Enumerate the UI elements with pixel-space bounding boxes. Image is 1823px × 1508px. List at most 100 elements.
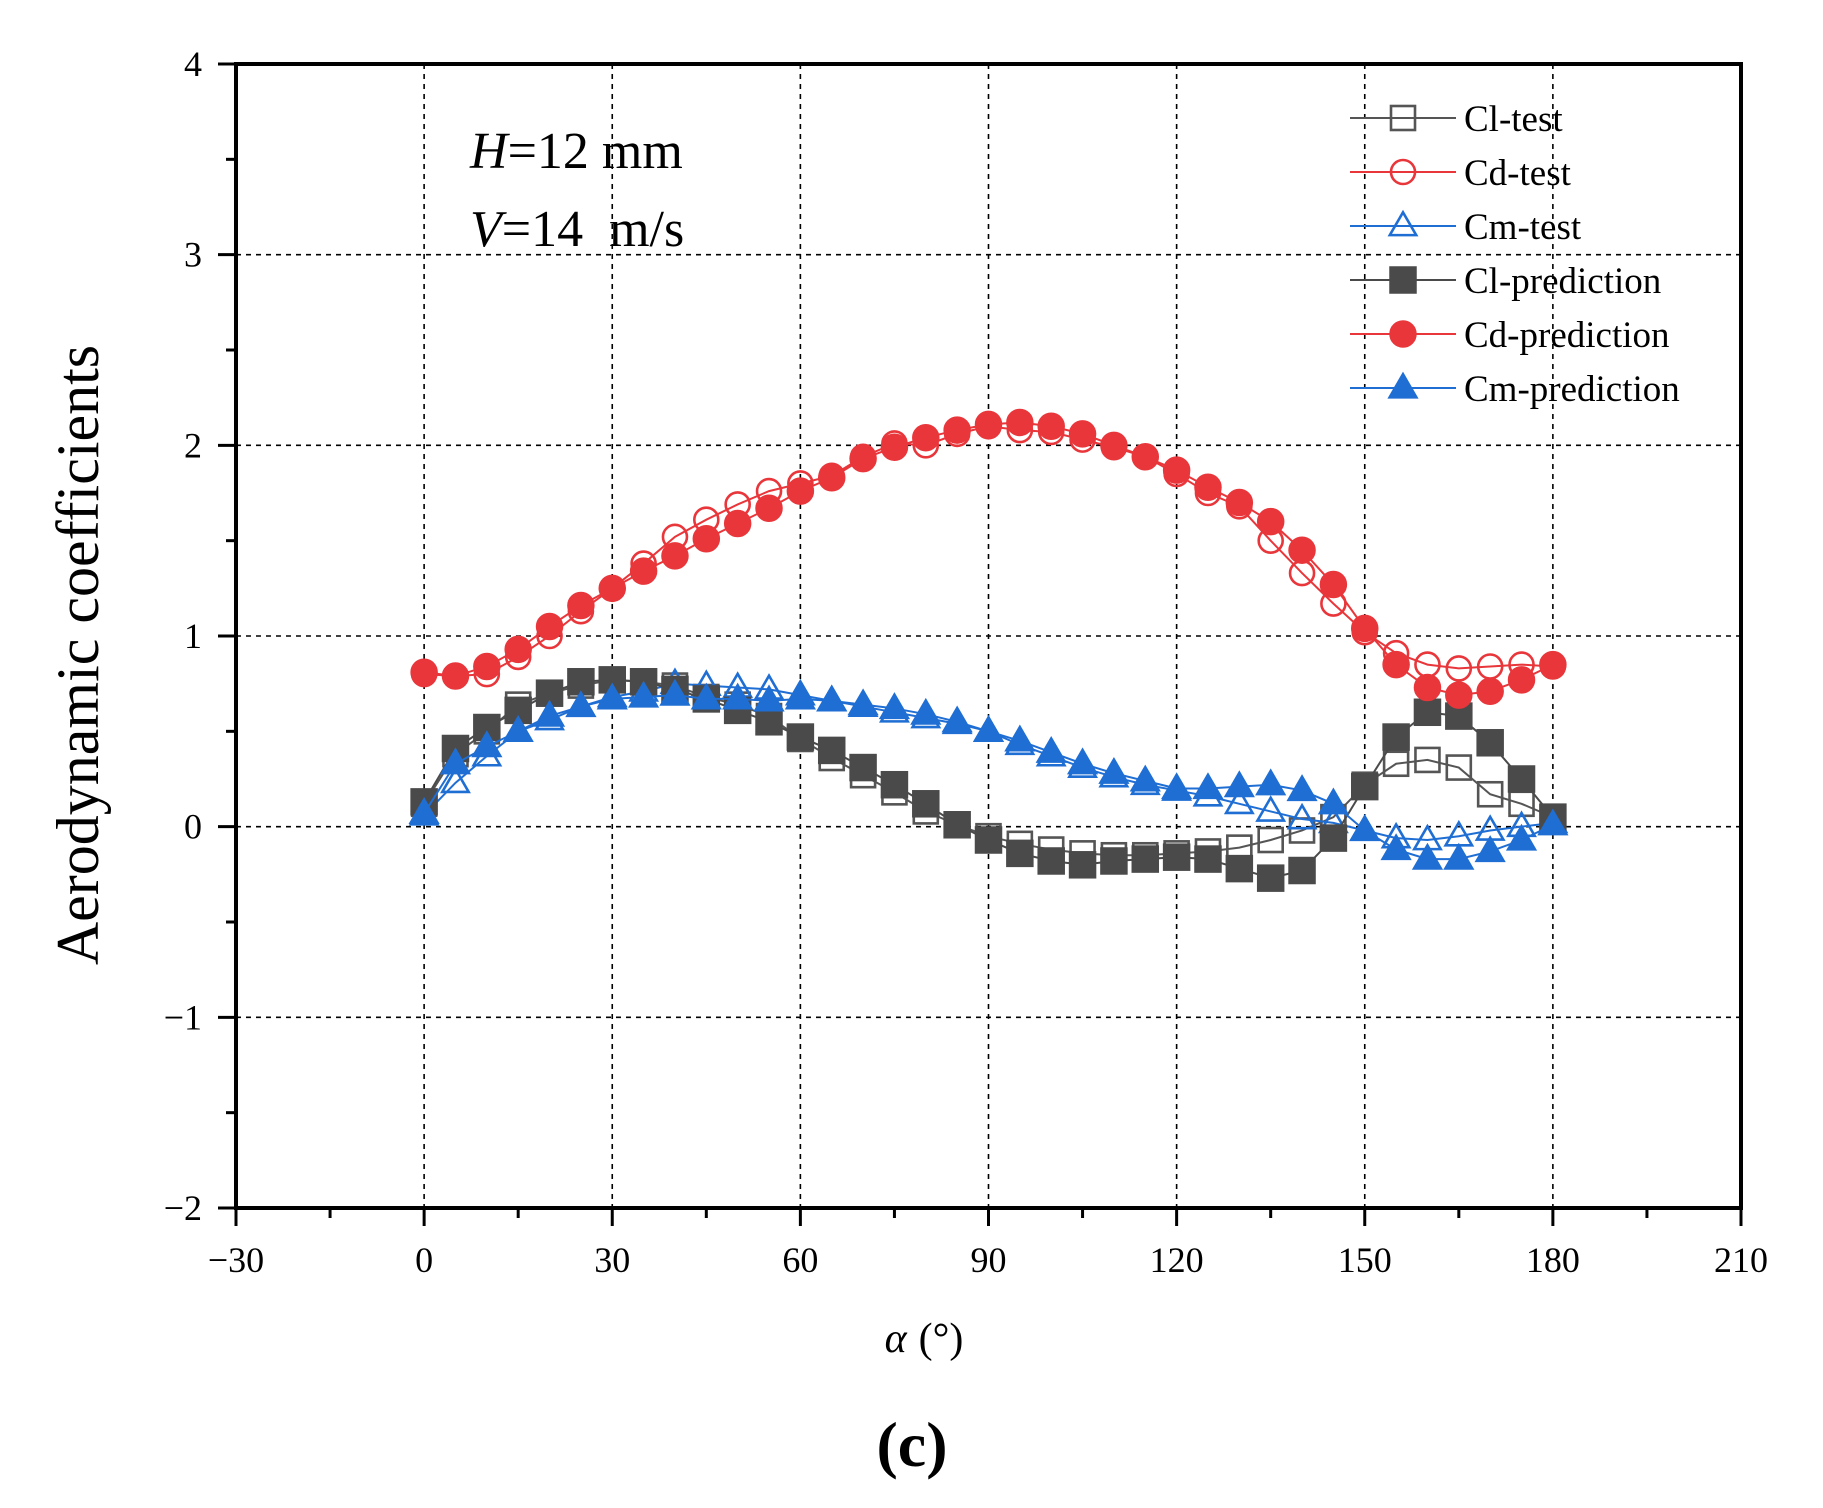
x-tick-label: 150 (1338, 1240, 1392, 1280)
data-point-cm-prediction (1098, 756, 1130, 784)
data-point-cd-prediction (912, 423, 940, 452)
data-point-cm-prediction (753, 684, 785, 712)
data-point-cm-prediction (1192, 772, 1224, 800)
data-point-cm-prediction (816, 684, 848, 712)
data-point-cd-prediction (1445, 681, 1473, 709)
x-axis-symbol: α (885, 1316, 908, 1362)
data-point-cl-prediction (1006, 839, 1034, 868)
data-point-cd-prediction (1194, 473, 1222, 502)
data-point-cl-prediction (1162, 843, 1191, 871)
data-point-cd-prediction (1225, 488, 1254, 517)
data-point-cm-prediction (1161, 772, 1193, 800)
data-point-cl-prediction (974, 826, 1003, 854)
data-point-cl-prediction (817, 736, 846, 765)
series-layer (408, 408, 1569, 892)
legend-entry-cl-test: Cl-test (1350, 99, 1563, 140)
data-point-cm-prediction (565, 690, 597, 718)
data-point-cl-test (1382, 750, 1410, 778)
y-tick-label: −2 (164, 1188, 202, 1228)
data-point-cm-prediction (1317, 787, 1349, 815)
data-point-cd-prediction (1476, 677, 1504, 706)
data-point-cd-prediction (786, 477, 815, 505)
data-point-cd-prediction (410, 658, 438, 686)
velocity-annotation: V=14 m/s (470, 201, 684, 258)
data-point-cl-prediction (1476, 729, 1504, 757)
data-point-cd-prediction (817, 463, 846, 492)
y-tick-label: 1 (184, 616, 202, 656)
velocity-value: =14 m/s (502, 201, 684, 258)
data-point-cl-prediction (1225, 854, 1254, 883)
data-point-cd-prediction (661, 542, 689, 570)
data-point-cd-prediction (1162, 456, 1191, 484)
data-point-cm-prediction (1443, 842, 1475, 870)
x-tick-label: 120 (1150, 1240, 1204, 1280)
legend-marker-cl-test (1389, 104, 1417, 132)
data-point-cm-prediction (471, 730, 503, 758)
data-point-cd-prediction (974, 410, 1003, 439)
data-point-cl-prediction (1413, 698, 1442, 727)
legend-marker-cd-test (1389, 158, 1417, 186)
data-point-cm-prediction (1349, 814, 1381, 842)
data-point-cm-prediction (1129, 764, 1161, 792)
data-point-cm-test (1286, 802, 1318, 830)
data-point-cl-prediction (1351, 772, 1379, 801)
data-point-cd-prediction (1100, 431, 1128, 460)
data-point-cm-prediction (1286, 774, 1318, 802)
data-point-cd-prediction (629, 557, 658, 585)
data-point-cm-prediction (972, 715, 1005, 742)
legend-entry-cd-prediction: Cd-prediction (1350, 315, 1670, 356)
legend-label-cm-prediction: Cm-prediction (1464, 369, 1680, 410)
x-tick-label: 0 (415, 1240, 433, 1280)
legend-marker-cm-test (1387, 209, 1419, 237)
data-point-cm-prediction (1255, 768, 1287, 796)
data-point-cm-prediction (784, 682, 816, 710)
data-point-cd-prediction (880, 433, 909, 461)
legend: Cl-test Cd-test Cm-test Cl-prediction Cd-pre… (1350, 99, 1680, 410)
data-point-cm-prediction (1223, 770, 1255, 798)
legend-label-cd-test: Cd-test (1464, 153, 1572, 194)
data-point-cm-prediction (408, 797, 440, 824)
data-point-cd-prediction (441, 662, 470, 690)
x-tick-label: 180 (1526, 1240, 1580, 1280)
data-point-cl-test (1414, 746, 1441, 774)
x-axis-unit: (°) (919, 1316, 964, 1362)
data-point-cl-prediction (1319, 824, 1348, 852)
data-point-cl-test (1476, 780, 1504, 808)
y-tick-label: 0 (184, 807, 202, 847)
data-point-cm-prediction (690, 682, 722, 710)
x-tick-label: 30 (594, 1240, 630, 1280)
data-point-cm-prediction (1035, 735, 1067, 763)
data-point-cm-test (1255, 795, 1287, 822)
x-axis-title: α (°) (885, 1316, 964, 1362)
legend-label-cm-test: Cm-test (1464, 207, 1582, 248)
data-point-cm-prediction (1066, 747, 1099, 775)
data-point-cd-prediction (1319, 570, 1348, 599)
data-point-cm-prediction (659, 678, 691, 706)
data-point-cd-prediction (1068, 420, 1097, 448)
data-point-cd-prediction (598, 574, 626, 603)
axes (218, 62, 1743, 1226)
data-point-cm-prediction (1380, 833, 1412, 861)
data-point-cm-prediction (910, 697, 942, 725)
data-point-cm-prediction (1537, 808, 1569, 836)
data-point-cl-prediction (1037, 847, 1065, 875)
data-point-cd-prediction (1256, 507, 1285, 536)
data-point-cm-prediction (1004, 724, 1036, 752)
height-value: =12 mm (508, 123, 683, 180)
data-point-cl-prediction (1131, 845, 1160, 873)
data-point-cl-prediction (1194, 845, 1222, 873)
y-tick-label: −1 (164, 997, 202, 1037)
data-point-cm-prediction (502, 715, 534, 742)
data-point-cd-prediction (1037, 412, 1065, 441)
data-point-cd-prediction (692, 525, 721, 553)
data-point-cd-test (1445, 655, 1473, 682)
data-point-cl-test (1257, 826, 1284, 854)
data-point-cd-prediction (943, 416, 971, 444)
legend-entry-cl-prediction: Cl-prediction (1350, 261, 1661, 302)
data-point-cm-prediction (878, 692, 911, 720)
data-point-cm-prediction (1474, 835, 1506, 863)
y-tick-label: 3 (184, 235, 202, 275)
data-point-cm-prediction (596, 682, 628, 710)
data-point-cm-prediction (722, 682, 754, 710)
